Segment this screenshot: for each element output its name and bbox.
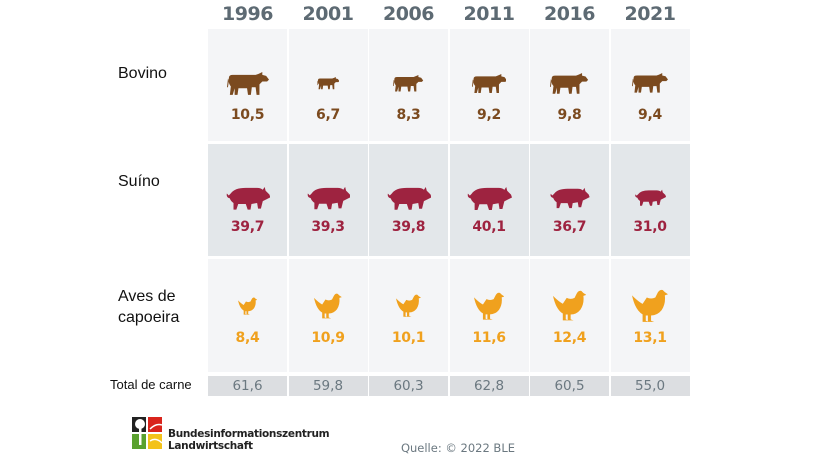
pig-icon [550, 187, 590, 209]
organization-name: Bundesinformationszentrum Landwirtschaft [168, 428, 330, 452]
value-label: 11,6 [472, 330, 506, 346]
value-label: 13,1 [633, 330, 667, 346]
value-label: 9,4 [638, 107, 662, 123]
pig-icon [635, 189, 667, 207]
value-label: 31,0 [633, 219, 667, 235]
org-line-1: Bundesinformationszentrum [168, 428, 330, 440]
value-label: 39,7 [230, 219, 265, 235]
year-header: 2016 [544, 3, 595, 25]
source-note: Quelle: © 2022 BLE [400, 441, 515, 455]
total-value: 62,8 [449, 376, 529, 396]
year-header: 2001 [302, 3, 354, 25]
year-header: 2021 [624, 3, 676, 25]
row-label: Aves de capoeira [118, 288, 180, 326]
year-header: 1996 [222, 3, 273, 25]
total-value: 55,0 [610, 376, 690, 396]
value-label: 6,7 [316, 107, 340, 123]
pig-icon [387, 186, 432, 210]
value-label: 8,4 [235, 330, 260, 346]
row-label: Suíno [118, 173, 160, 190]
pig-icon [226, 186, 271, 210]
value-label: 9,8 [557, 107, 582, 123]
value-label: 9,2 [477, 107, 501, 123]
value-label: 8,3 [396, 107, 421, 123]
total-value: 60,3 [369, 376, 448, 396]
cow-icon [316, 77, 340, 90]
value-label: 10,9 [311, 330, 345, 346]
pig-icon [467, 186, 512, 210]
chicken-icon [552, 291, 587, 321]
value-label: 40,1 [472, 219, 506, 235]
total-value: 60,5 [530, 376, 609, 396]
chicken-icon [473, 292, 505, 320]
value-label: 12,4 [552, 330, 587, 346]
value-label: 10,1 [391, 330, 426, 346]
cow-icon [226, 71, 269, 95]
chicken-icon [237, 297, 258, 315]
chicken-icon [314, 293, 342, 319]
table-cell [208, 259, 287, 372]
year-header: 2006 [383, 3, 434, 25]
cow-icon [632, 73, 668, 93]
row-label: Bovino [118, 65, 167, 82]
chicken-icon [395, 294, 421, 318]
cow-icon [393, 75, 424, 92]
chicken-icon [632, 289, 668, 322]
total-value: 59,8 [288, 376, 368, 396]
year-header: 2011 [463, 3, 515, 25]
cow-icon [471, 73, 507, 93]
value-label: 39,8 [391, 219, 426, 235]
total-value: 61,6 [208, 376, 287, 396]
ble-logo [132, 417, 162, 449]
total-label: Total de carne [110, 377, 192, 392]
value-label: 39,3 [311, 219, 345, 235]
org-line-2: Landwirtschaft [168, 440, 253, 452]
cow-icon [550, 72, 589, 94]
value-label: 36,7 [552, 219, 587, 235]
value-label: 10,5 [230, 107, 265, 123]
pig-icon [307, 186, 351, 210]
